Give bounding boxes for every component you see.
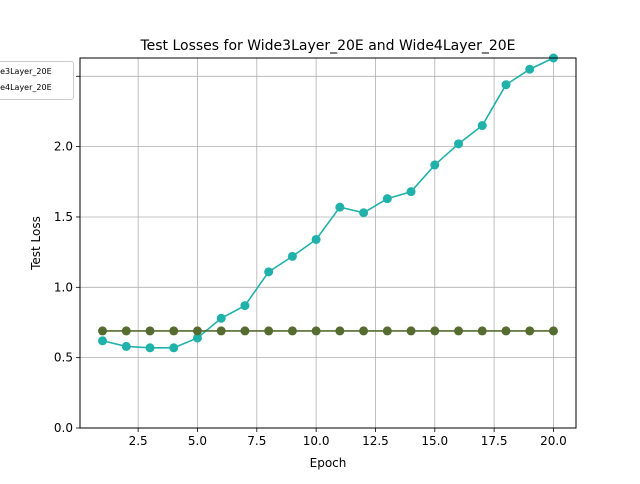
data-point: [98, 336, 108, 346]
data-point: [311, 234, 321, 244]
data-point: [240, 301, 250, 311]
data-point: [216, 326, 226, 336]
y-tick-label: 2.0: [54, 140, 73, 154]
chart-title: Test Losses for Wide3Layer_20E and Wide4…: [139, 38, 515, 54]
data-point: [430, 160, 440, 170]
x-tick-label: 10.0: [303, 434, 330, 448]
y-tick-label: 1.0: [54, 280, 73, 294]
data-point: [382, 326, 392, 336]
data-point: [264, 267, 274, 277]
y-tick-label: 0.0: [54, 421, 73, 435]
x-tick-label: 20.0: [540, 434, 567, 448]
x-tick-label: 2.5: [129, 434, 148, 448]
legend: de3Layer_20E de4Layer_20E: [0, 61, 74, 100]
series-Wide4Layer_20E: [98, 326, 558, 336]
data-point: [98, 326, 108, 336]
data-point: [359, 326, 369, 336]
data-point: [335, 202, 345, 212]
y-tick-label: 0.5: [54, 351, 73, 365]
data-point: [169, 326, 179, 336]
series-line: [102, 57, 554, 349]
data-point: [548, 326, 558, 336]
y-axis-label: Test Loss: [29, 216, 43, 271]
data-point: [287, 251, 297, 261]
data-point: [216, 313, 226, 323]
x-tick-label: 17.5: [481, 434, 508, 448]
data-point: [169, 343, 179, 353]
data-point: [145, 326, 155, 336]
data-point: [454, 139, 464, 149]
x-axis-label: Epoch: [310, 456, 347, 470]
data-point: [264, 326, 274, 336]
data-point: [525, 326, 535, 336]
legend-entry: de4Layer_20E: [0, 83, 52, 92]
data-point: [525, 64, 535, 74]
data-point: [477, 326, 487, 336]
plot-frame: [79, 57, 577, 429]
data-point: [359, 208, 369, 218]
series-Wide3Layer_20E: [98, 53, 558, 353]
data-point: [406, 187, 416, 197]
x-tick-label: 12.5: [362, 434, 389, 448]
data-point: [430, 326, 440, 336]
data-point: [145, 343, 155, 353]
data-point: [121, 326, 131, 336]
data-point: [454, 326, 464, 336]
data-point: [406, 326, 416, 336]
x-tick-label: 5.0: [188, 434, 207, 448]
data-point: [311, 326, 321, 336]
data-point: [501, 80, 511, 90]
series-layer: [98, 53, 558, 353]
legend-entry: de3Layer_20E: [0, 67, 52, 76]
data-point: [192, 326, 202, 336]
data-point: [335, 326, 345, 336]
data-point: [240, 326, 250, 336]
data-point: [121, 341, 131, 351]
data-point: [192, 333, 202, 343]
x-tick-label: 15.0: [421, 434, 448, 448]
y-tick-label: 1.5: [54, 210, 73, 224]
data-point: [501, 326, 511, 336]
data-point: [477, 121, 487, 131]
data-point: [382, 194, 392, 204]
data-point: [287, 326, 297, 336]
grid-layer: [80, 58, 576, 429]
x-tick-label: 7.5: [247, 434, 266, 448]
tick-layer: 2.5 5.0 7.5 10.0 12.5 15.0 17.5 20.0 0.0 0.5 1.0 1.…: [54, 75, 567, 448]
